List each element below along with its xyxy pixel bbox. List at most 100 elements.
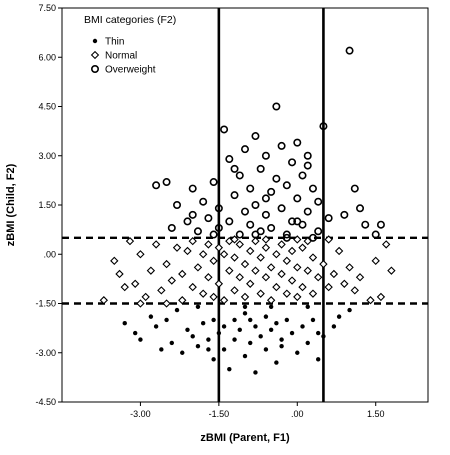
y-tick-label: 4.50	[38, 102, 56, 112]
data-point-normal	[287, 276, 297, 285]
data-point-thin	[232, 317, 237, 323]
y-tick-label: 6.00	[38, 52, 56, 62]
data-point-normal	[324, 235, 333, 244]
data-point-overweight	[298, 171, 307, 180]
data-point-overweight	[308, 184, 317, 193]
data-point-normal	[246, 279, 255, 288]
data-point-thin	[268, 327, 274, 332]
data-point-overweight	[324, 214, 333, 223]
data-point-thin	[316, 330, 321, 336]
data-point-thin	[347, 307, 352, 313]
data-point-overweight	[293, 217, 302, 226]
data-point-normal	[193, 263, 203, 272]
data-point-thin	[274, 360, 279, 365]
data-point-overweight	[350, 184, 359, 193]
data-point-thin	[321, 334, 326, 339]
data-point-normal	[136, 299, 145, 308]
data-point-thin	[159, 347, 164, 352]
data-point-overweight	[188, 210, 197, 219]
data-point-thin	[206, 337, 211, 342]
data-point-normal	[240, 292, 250, 302]
data-point-normal	[345, 263, 354, 272]
data-point-normal	[219, 296, 229, 305]
data-point-thin	[237, 327, 242, 332]
data-point-thin	[242, 311, 248, 316]
data-point-normal	[371, 256, 380, 265]
data-point-thin	[211, 357, 216, 362]
data-point-thin	[310, 317, 316, 323]
data-point-overweight	[277, 204, 286, 213]
data-point-normal	[266, 296, 276, 305]
y-tick-label: -4.50	[35, 397, 56, 407]
data-point-thin	[279, 337, 284, 342]
data-point-overweight	[246, 184, 255, 193]
legend-label-thin: Thin	[105, 37, 124, 48]
x-axis-title: zBMI (Parent, F1)	[200, 432, 290, 444]
data-point-normal	[214, 243, 224, 252]
data-point-overweight	[251, 230, 260, 239]
data-point-normal	[314, 273, 323, 282]
data-point-normal	[266, 263, 276, 272]
data-point-normal	[324, 282, 333, 292]
legend-title: BMI categories (F2)	[84, 14, 176, 26]
data-point-normal	[146, 266, 156, 275]
data-point-overweight	[272, 174, 281, 183]
data-point-normal	[235, 240, 244, 249]
data-point-normal	[188, 236, 197, 246]
data-point-thin	[169, 340, 174, 346]
data-point-overweight	[267, 187, 276, 196]
data-point-normal	[209, 292, 218, 302]
data-point-normal	[198, 289, 208, 298]
data-point-thin	[263, 347, 269, 352]
data-point-thin	[190, 334, 195, 339]
data-point-thin	[316, 357, 321, 362]
y-tick-label: .00	[43, 249, 56, 259]
data-point-thin	[180, 350, 185, 355]
data-point-normal	[162, 299, 171, 308]
data-point-thin	[153, 324, 159, 329]
data-point-overweight	[261, 151, 270, 160]
data-point-normal	[188, 282, 197, 292]
data-point-normal	[235, 273, 244, 282]
data-point-thin	[227, 366, 232, 372]
y-axis-title: zBMI (Child, F2)	[5, 163, 17, 246]
data-point-thin	[221, 324, 227, 329]
data-point-overweight	[225, 217, 234, 226]
data-point-thin	[331, 324, 337, 329]
data-point-thin	[242, 304, 248, 309]
data-point-normal	[293, 263, 302, 272]
data-point-thin	[232, 337, 237, 342]
y-tick-label: -3.00	[35, 348, 56, 358]
data-point-thin	[148, 314, 154, 319]
data-point-thin	[216, 330, 222, 336]
y-tick-label: 7.50	[38, 3, 56, 13]
data-point-normal	[251, 236, 260, 246]
data-point-overweight	[267, 223, 276, 232]
data-point-overweight	[361, 220, 370, 229]
data-point-normal	[298, 282, 307, 292]
legend-marker-thin	[92, 38, 98, 44]
data-point-normal	[110, 256, 119, 265]
series-thin	[122, 304, 352, 375]
data-point-overweight	[183, 217, 192, 226]
data-point-normal	[151, 240, 161, 249]
data-point-overweight	[314, 197, 323, 206]
data-point-overweight	[371, 230, 380, 239]
data-point-normal	[334, 246, 344, 256]
data-point-normal	[141, 292, 150, 302]
x-axis-ticks: -3.00 -1.50 .00 1.50	[130, 402, 384, 419]
data-point-overweight	[293, 138, 302, 147]
data-point-normal	[172, 243, 182, 252]
data-point-normal	[381, 240, 391, 249]
data-point-normal	[99, 296, 109, 305]
data-point-overweight	[167, 223, 176, 232]
data-point-overweight	[303, 151, 312, 160]
data-point-overweight	[188, 184, 197, 193]
data-point-normal	[272, 282, 281, 292]
data-point-normal	[303, 266, 312, 275]
data-point-overweight	[376, 220, 385, 229]
data-point-overweight	[246, 220, 255, 229]
data-point-overweight	[162, 178, 171, 187]
data-point-thin	[295, 350, 300, 355]
